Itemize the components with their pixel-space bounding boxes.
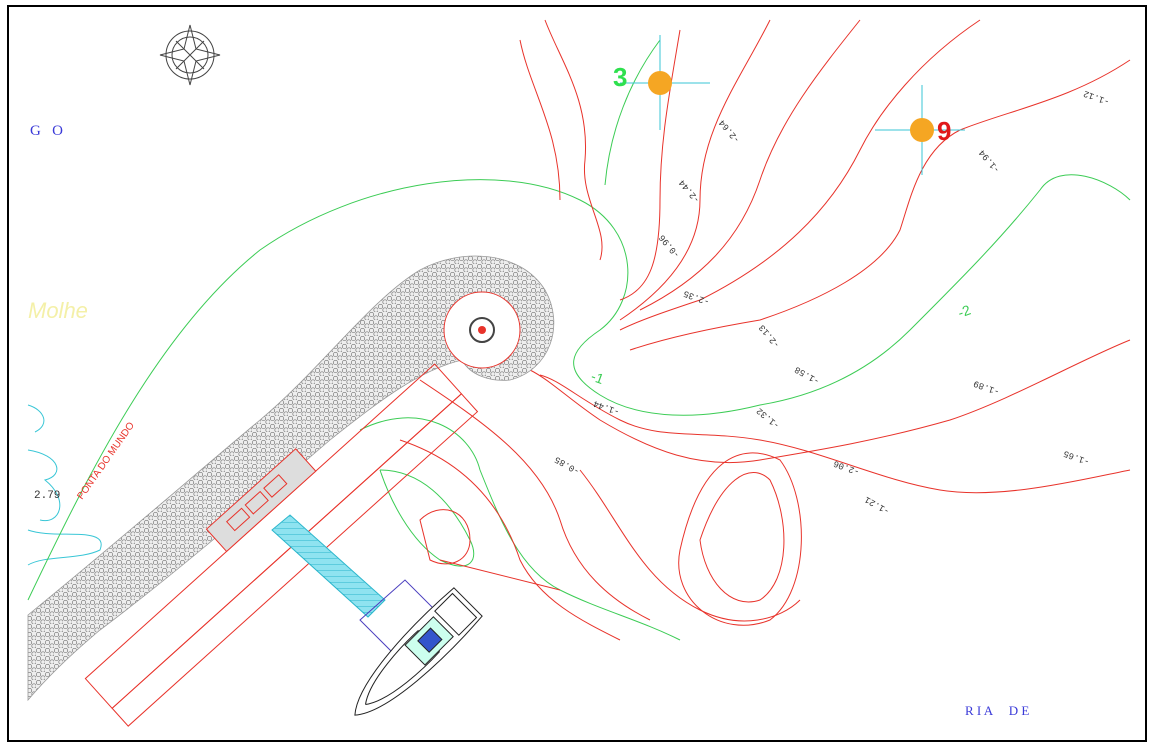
drawing: G O 3 9 R I A D E Molhe PONTA DO MUNDO 2… xyxy=(0,0,1154,747)
marker-label: 9 xyxy=(937,116,951,146)
elevation-label: 2.79 xyxy=(34,490,60,502)
region-label: R I A D E xyxy=(965,703,1029,718)
lighthouse-light xyxy=(478,326,486,334)
breakwater-label: Molhe xyxy=(28,298,88,323)
marker-label: 3 xyxy=(613,62,627,92)
region-label: G O xyxy=(30,123,63,139)
